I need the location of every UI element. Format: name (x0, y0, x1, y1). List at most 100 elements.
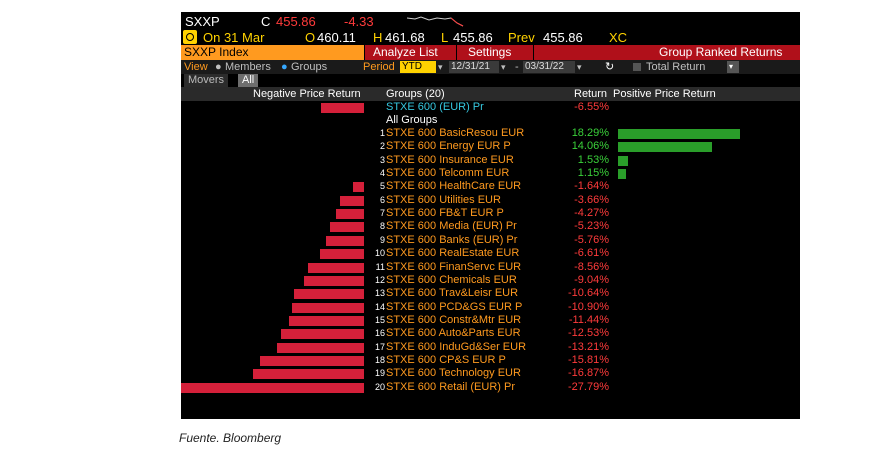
screen-title: Group Ranked Returns (659, 45, 783, 59)
high-value: 461.68 (385, 30, 425, 45)
rank-number: 15 (374, 314, 385, 325)
total-return-checkbox[interactable] (633, 63, 641, 71)
index-tab[interactable]: SXXP Index (181, 45, 364, 60)
table-row[interactable]: 1 STXE 600 BasicResou EUR 18.29% (181, 127, 800, 140)
group-return: 1.53% (577, 153, 609, 166)
clock-icon[interactable] (183, 30, 197, 44)
group-name[interactable]: STXE 600 Auto&Parts EUR (386, 327, 521, 340)
group-return: -27.79% (568, 380, 609, 393)
total-return-label[interactable]: Total Return (646, 61, 706, 73)
table-row[interactable]: 12 STXE 600 Chemicals EUR -9.04% (181, 274, 800, 287)
table-row[interactable]: 15 STXE 600 Constr&Mtr EUR -11.44% (181, 314, 800, 327)
group-name[interactable]: STXE 600 InduGd&Ser EUR (386, 340, 527, 353)
return-column-header[interactable]: Return (574, 88, 608, 100)
table-row[interactable]: 9 STXE 600 Banks (EUR) Pr -5.76% (181, 234, 800, 247)
group-name[interactable]: STXE 600 FB&T EUR P (386, 207, 504, 220)
end-date-dropdown-icon[interactable]: ▾ (577, 62, 582, 72)
tab-movers[interactable]: Movers (184, 74, 229, 87)
group-name[interactable]: STXE 600 Energy EUR P (386, 140, 511, 153)
table-row[interactable]: 6 STXE 600 Utilities EUR -3.66% (181, 194, 800, 207)
rank-number: 4 (379, 168, 385, 179)
table-row[interactable]: 5 STXE 600 HealthCare EUR -1.64% (181, 180, 800, 193)
negative-return-bar (304, 275, 364, 286)
index-name[interactable]: STXE 600 (EUR) Pr (386, 101, 484, 113)
rank-number: 19 (374, 368, 385, 379)
members-radio-icon[interactable]: ● (215, 61, 222, 73)
table-row[interactable]: 20 STXE 600 Retail (EUR) Pr -27.79% (181, 381, 800, 394)
group-name[interactable]: STXE 600 RealEstate EUR (386, 247, 520, 260)
table-row[interactable]: 16 STXE 600 Auto&Parts EUR -12.53% (181, 327, 800, 340)
pos-column-header[interactable]: Positive Price Return (613, 88, 716, 100)
all-groups-label: All Groups (386, 114, 438, 126)
group-name[interactable]: STXE 600 CP&S EUR P (386, 353, 506, 366)
group-return: -11.44% (568, 313, 609, 326)
open-value: 460.11 (317, 30, 356, 45)
group-name[interactable]: STXE 600 Telcomm EUR (386, 167, 510, 180)
tab-all[interactable]: All (238, 74, 259, 87)
prev-value: 455.86 (543, 30, 583, 45)
start-date-dropdown-icon[interactable]: ▾ (501, 62, 506, 72)
group-name[interactable]: STXE 600 Media (EUR) Pr (386, 220, 517, 233)
rank-number: 17 (374, 341, 385, 352)
group-name[interactable]: STXE 600 Retail (EUR) Pr (386, 380, 515, 393)
all-groups-row: All Groups (181, 114, 800, 127)
table-row[interactable]: 19 STXE 600 Technology EUR -16.87% (181, 367, 800, 380)
table-row[interactable]: 18 STXE 600 CP&S EUR P -15.81% (181, 354, 800, 367)
negative-return-bar (288, 315, 364, 326)
start-date-field[interactable]: 12/31/21 (449, 61, 499, 73)
source-caption: Fuente. Bloomberg (179, 431, 282, 445)
table-row[interactable]: 17 STXE 600 InduGd&Ser EUR -13.21% (181, 341, 800, 354)
more-dropdown-icon[interactable]: ▾ (727, 61, 739, 73)
table-row[interactable]: 14 STXE 600 PCD&GS EUR P -10.90% (181, 301, 800, 314)
period-label: Period (363, 61, 395, 73)
members-option[interactable]: Members (225, 61, 271, 73)
settings-menu[interactable]: Settings (468, 45, 512, 59)
table-row[interactable]: 4 STXE 600 Telcomm EUR 1.15% (181, 167, 800, 180)
positive-return-bar (618, 129, 740, 139)
group-name[interactable]: STXE 600 BasicResou EUR (386, 127, 525, 139)
group-name[interactable]: STXE 600 Technology EUR (386, 367, 521, 380)
table-row[interactable]: 2 STXE 600 Energy EUR P 14.06% (181, 140, 800, 153)
group-name[interactable]: STXE 600 FinanServc EUR (386, 260, 522, 273)
group-return: -3.66% (574, 193, 609, 206)
table-row[interactable]: 8 STXE 600 Media (EUR) Pr -5.23% (181, 220, 800, 233)
period-dropdown-icon[interactable]: ▾ (438, 62, 443, 72)
period-select[interactable]: YTD (400, 61, 436, 73)
group-return: -9.04% (574, 273, 609, 286)
group-name[interactable]: STXE 600 Insurance EUR (386, 153, 514, 166)
negative-return-bar (252, 369, 364, 380)
rank-number: 9 (379, 234, 385, 245)
group-name[interactable]: STXE 600 Constr&Mtr EUR (386, 313, 522, 326)
groups-option[interactable]: Groups (291, 61, 328, 73)
rank-number: 7 (379, 208, 385, 219)
group-name[interactable]: STXE 600 Banks (EUR) Pr (386, 233, 518, 246)
ticker[interactable]: SXXP (185, 14, 220, 29)
group-name[interactable]: STXE 600 PCD&GS EUR P (386, 300, 523, 313)
negative-return-bar (326, 235, 364, 246)
bloomberg-terminal: SXXP C 455.86 -4.33 On 31 Mar O 460.11 H… (181, 12, 800, 419)
group-name[interactable]: STXE 600 HealthCare EUR (386, 180, 522, 193)
table-row[interactable]: 3 STXE 600 Insurance EUR 1.53% (181, 154, 800, 167)
table-row[interactable]: 10 STXE 600 RealEstate EUR -6.61% (181, 247, 800, 260)
table-row[interactable]: 13 STXE 600 Trav&Leisr EUR -10.64% (181, 287, 800, 300)
table-row[interactable]: 11 STXE 600 FinanServc EUR -8.56% (181, 261, 800, 274)
group-name[interactable]: STXE 600 Utilities EUR (386, 193, 501, 206)
groups-column-header[interactable]: Groups (20) (386, 88, 445, 100)
groups-radio-icon[interactable]: ● (281, 61, 288, 73)
menu-divider (533, 45, 534, 60)
table-row[interactable]: 7 STXE 600 FB&T EUR P -4.27% (181, 207, 800, 220)
rank-number: 5 (379, 181, 385, 192)
rank-number: 14 (374, 301, 385, 312)
group-name[interactable]: STXE 600 Chemicals EUR (386, 273, 517, 286)
rank-number: 16 (374, 328, 385, 339)
end-date-field[interactable]: 03/31/22 (523, 61, 575, 73)
group-return: -16.87% (568, 367, 609, 380)
negative-return-bar (277, 342, 364, 353)
group-name[interactable]: STXE 600 Trav&Leisr EUR (386, 287, 519, 300)
analyze-list-menu[interactable]: Analyze List (373, 45, 438, 59)
neg-column-header[interactable]: Negative Price Return (253, 88, 361, 100)
options-bar: View ● Members ● Groups Period YTD ▾ 12/… (181, 60, 800, 74)
refresh-icon[interactable]: ↻ (605, 61, 615, 73)
date-separator: - (515, 61, 519, 73)
index-row[interactable]: STXE 600 (EUR) Pr -6.55% (181, 101, 800, 114)
